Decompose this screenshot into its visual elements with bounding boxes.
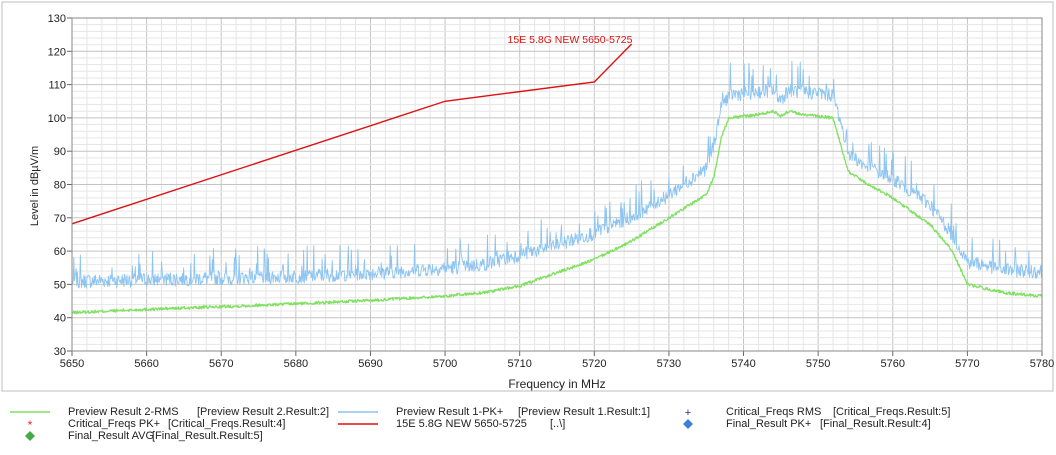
legend-swatch-crit-pk: * xyxy=(28,418,33,430)
y-tick-label: 60 xyxy=(54,246,66,258)
y-tick-label: 50 xyxy=(54,279,66,291)
x-tick-label: 5680 xyxy=(284,358,308,370)
chart-border xyxy=(1,1,1054,392)
x-tick-label: 5750 xyxy=(806,358,830,370)
y-tick-label: 80 xyxy=(54,180,66,192)
chart-svg: 5650 5660 5670 5680 5690 5700 5710 5720 5730 5740… xyxy=(1,1,1055,392)
svg-text:*: * xyxy=(28,418,33,430)
legend-swatch-pk xyxy=(338,411,378,413)
x-tick-label: 5730 xyxy=(657,358,681,370)
legend-label-final-pk: Final_Result PK+ xyxy=(726,418,812,430)
limit-line-label: 15E 5.8G NEW 5650-5725 xyxy=(508,34,633,46)
x-tick-label: 5660 xyxy=(134,358,158,370)
legend-ref-rms: [Preview Result 2.Result:2] xyxy=(197,406,330,418)
x-tick-label: 5650 xyxy=(60,358,84,370)
legend-label-crit-rms: Critical_Freqs RMS xyxy=(726,406,822,418)
legend-label-rms: Preview Result 2-RMS xyxy=(68,406,179,418)
y-tick-label: 110 xyxy=(48,80,66,92)
y-tick-label: 70 xyxy=(54,213,66,225)
x-tick-label: 5670 xyxy=(209,358,233,370)
svg-text:+: + xyxy=(685,407,691,418)
y-axis-title: Level in dBµV/m xyxy=(29,146,41,226)
y-tick-label: 100 xyxy=(48,113,66,125)
x-tick-label: 5740 xyxy=(731,358,755,370)
legend-swatch-final-avg xyxy=(25,431,35,441)
legend-ref-pk: [Preview Result 1.Result:1] xyxy=(518,406,651,418)
legend-label-limit: 15E 5.8G NEW 5650-5725 xyxy=(396,418,527,430)
x-tick-label: 5690 xyxy=(358,358,382,370)
series-line-pk xyxy=(71,60,1043,289)
series-line-rms xyxy=(71,109,1043,315)
y-tick-label: 40 xyxy=(54,313,66,325)
x-tick-label: 5780 xyxy=(1030,358,1054,370)
legend-label-final-avg: Final_Result AVG xyxy=(68,430,155,442)
chart-frame: 5650 5660 5670 5680 5690 5700 5710 5720 5730 5740… xyxy=(1,1,1055,392)
series-layer xyxy=(71,43,1043,315)
tick-layer: 5650 5660 5670 5680 5690 5700 5710 5720 5730 5740… xyxy=(48,13,1055,370)
legend-swatch-final-pk xyxy=(683,419,693,429)
legend-ref-crit-rms: [Critical_Freqs.Result:5] xyxy=(833,406,951,418)
series-line-limit xyxy=(71,43,633,225)
x-tick-label: 5760 xyxy=(881,358,905,370)
legend-ref-final-pk: [Final_Result.Result:4] xyxy=(820,418,931,430)
legend-ref-final-avg: [Final_Result.Result:5] xyxy=(152,430,263,442)
x-axis-title: Frequency in MHz xyxy=(508,377,605,391)
legend-label-crit-pk: Critical_Freqs PK+ xyxy=(68,418,161,430)
x-tick-label: 5710 xyxy=(507,358,531,370)
legend-ref-limit: [..\] xyxy=(550,418,566,430)
y-tick-label: 120 xyxy=(48,46,66,58)
legend-label-pk: Preview Result 1-PK+ xyxy=(396,406,504,418)
x-tick-label: 5720 xyxy=(582,358,606,370)
y-tick-label: 30 xyxy=(54,346,66,358)
plot-area-border xyxy=(71,17,1043,352)
y-tick-label: 130 xyxy=(48,13,66,25)
legend-swatch-limit xyxy=(338,423,378,425)
x-tick-label: 5770 xyxy=(955,358,979,370)
legend-swatch-crit-rms: + xyxy=(685,407,691,418)
legend: Preview Result 2-RMS [Preview Result 2.R… xyxy=(0,405,1056,455)
legend-swatch-rms xyxy=(10,411,50,413)
y-tick-label: 90 xyxy=(54,146,66,158)
x-tick-label: 5700 xyxy=(433,358,457,370)
legend-ref-crit-pk: [Critical_Freqs.Result:4] xyxy=(168,418,286,430)
